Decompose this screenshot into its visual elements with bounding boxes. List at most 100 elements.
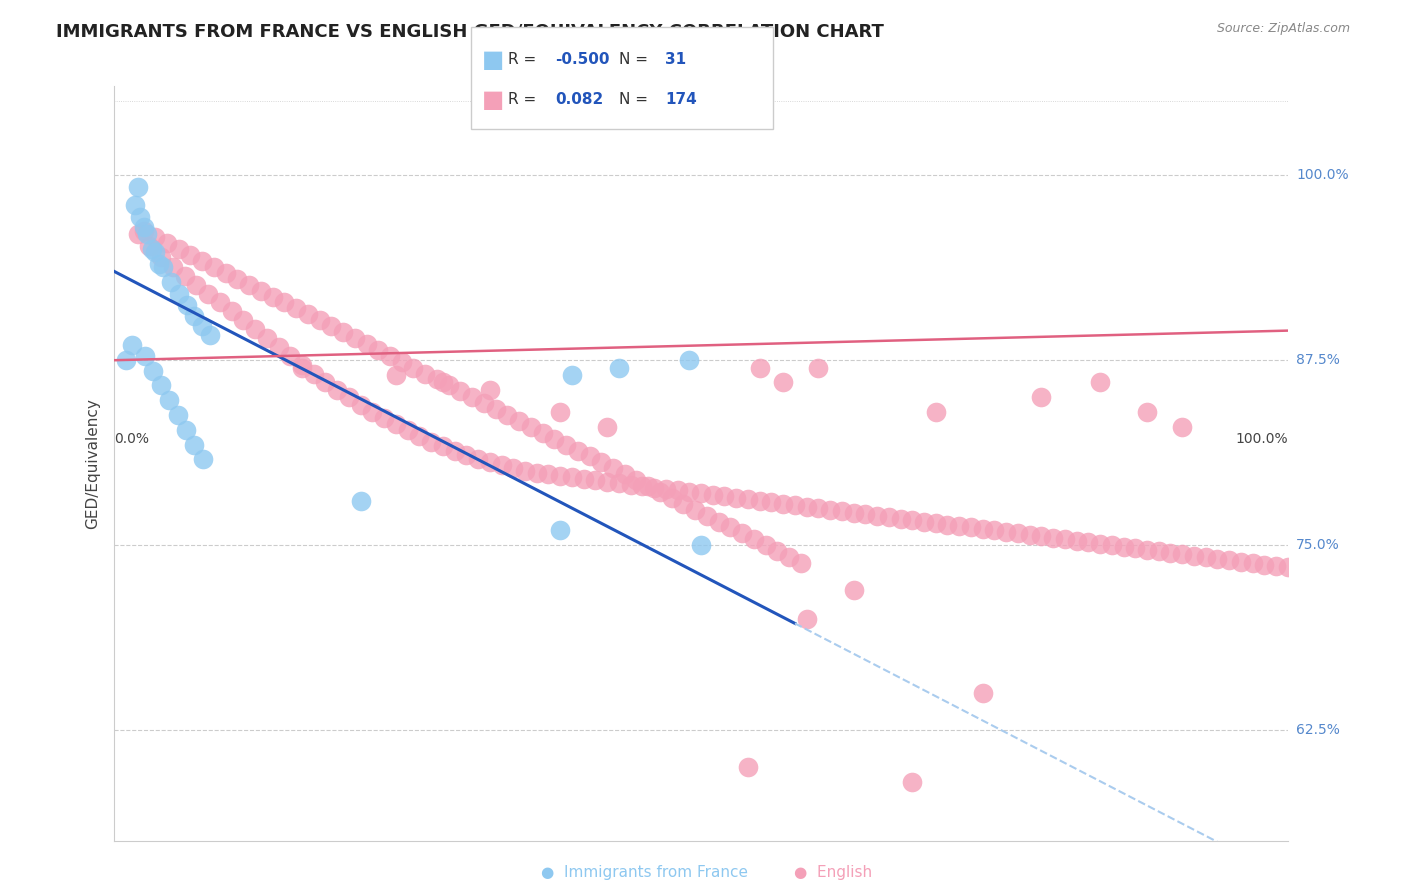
Point [267, 340, 290, 354]
Point [166, 408, 188, 422]
Point [391, 354, 413, 368]
Text: N =: N = [619, 93, 648, 107]
Point [1123, 541, 1146, 556]
Text: 0.0%: 0.0% [114, 432, 149, 446]
Point [456, 448, 478, 462]
Point [1253, 558, 1275, 572]
Point [567, 443, 589, 458]
Y-axis label: GED/Equivalency: GED/Equivalency [86, 399, 100, 529]
Point [572, 472, 595, 486]
Point [877, 510, 900, 524]
Point [772, 376, 794, 390]
Point [725, 491, 748, 505]
Point [332, 325, 354, 339]
Point [796, 612, 818, 626]
Point [555, 437, 578, 451]
Point [215, 266, 238, 280]
Point [818, 502, 841, 516]
Point [396, 423, 419, 437]
Point [367, 343, 389, 357]
Point [132, 219, 155, 234]
Point [232, 313, 254, 327]
Point [250, 284, 273, 298]
Point [273, 295, 295, 310]
Point [537, 467, 560, 482]
Text: IMMIGRANTS FROM FRANCE VS ENGLISH GED/EQUIVALENCY CORRELATION CHART: IMMIGRANTS FROM FRANCE VS ENGLISH GED/EQ… [56, 22, 884, 40]
Point [972, 522, 994, 536]
Point [591, 455, 613, 469]
Point [807, 360, 830, 375]
Point [866, 508, 889, 523]
Point [461, 390, 484, 404]
Text: R =: R = [508, 53, 536, 67]
Point [748, 360, 770, 375]
Point [690, 538, 713, 552]
Point [496, 408, 519, 422]
Point [167, 286, 190, 301]
Point [543, 432, 565, 446]
Point [1265, 559, 1288, 574]
Point [1171, 420, 1194, 434]
Point [1182, 549, 1205, 563]
Point [696, 508, 718, 523]
Point [607, 360, 630, 375]
Point [772, 497, 794, 511]
Point [314, 376, 336, 390]
Point [297, 307, 319, 321]
Point [142, 363, 165, 377]
Point [683, 502, 706, 516]
Text: 100.0%: 100.0% [1236, 432, 1288, 446]
Point [1136, 542, 1159, 557]
Point [1018, 528, 1040, 542]
Point [548, 405, 571, 419]
Point [432, 376, 454, 390]
Point [156, 236, 179, 251]
Point [613, 467, 636, 482]
Point [326, 383, 349, 397]
Point [197, 286, 219, 301]
Point [186, 277, 208, 292]
Point [193, 452, 215, 467]
Point [678, 485, 700, 500]
Point [602, 461, 624, 475]
Point [467, 452, 489, 467]
Point [485, 402, 508, 417]
Point [925, 516, 948, 530]
Point [361, 405, 384, 419]
Point [1007, 526, 1029, 541]
Point [134, 349, 156, 363]
Point [308, 313, 330, 327]
Point [1031, 390, 1053, 404]
Text: N =: N = [619, 53, 648, 67]
Point [378, 349, 401, 363]
Point [755, 538, 778, 552]
Text: 0.082: 0.082 [555, 93, 603, 107]
Point [174, 423, 197, 437]
Point [1088, 376, 1111, 390]
Point [912, 515, 935, 529]
Point [983, 524, 1005, 538]
Point [136, 227, 159, 242]
Point [766, 544, 789, 558]
Point [191, 254, 214, 268]
Text: 174: 174 [665, 93, 697, 107]
Point [413, 367, 436, 381]
Point [183, 309, 205, 323]
Point [596, 420, 619, 434]
Point [221, 304, 243, 318]
Point [678, 353, 700, 368]
Point [1031, 529, 1053, 543]
Point [176, 298, 198, 312]
Point [402, 360, 425, 375]
Point [783, 498, 806, 512]
Text: 100.0%: 100.0% [1296, 169, 1348, 182]
Point [285, 301, 308, 316]
Point [1159, 546, 1181, 560]
Point [337, 390, 360, 404]
Point [200, 328, 222, 343]
Text: 87.5%: 87.5% [1296, 353, 1340, 368]
Point [661, 491, 683, 505]
Text: ●  English: ● English [794, 865, 873, 880]
Point [853, 507, 876, 521]
Point [901, 513, 924, 527]
